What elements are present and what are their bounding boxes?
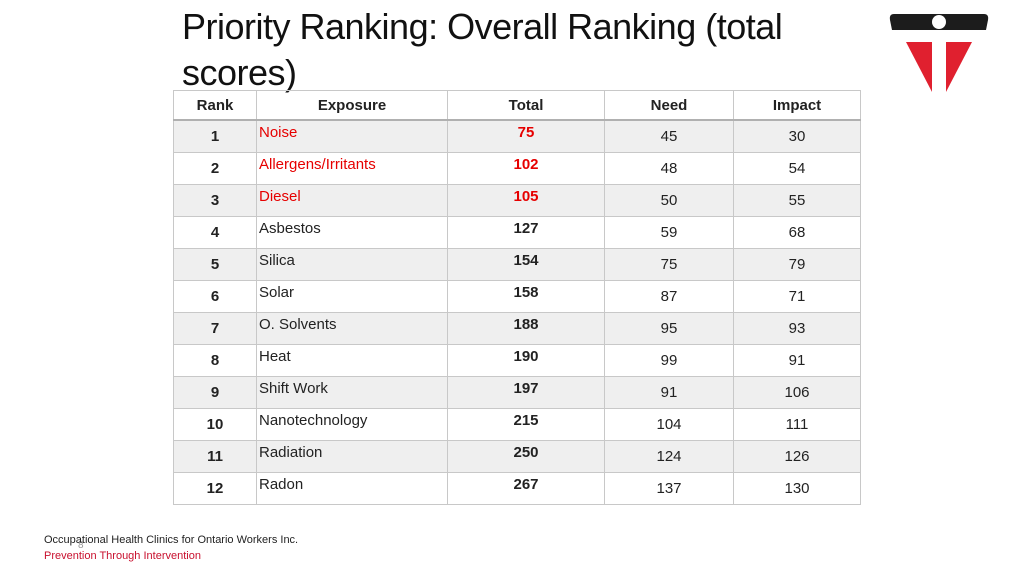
header-impact: Impact [733, 90, 861, 121]
cell-need: 87 [604, 280, 734, 313]
cell-exposure: O. Solvents [256, 312, 448, 345]
footer: Occupational Health Clinics for Ontario … [44, 532, 298, 564]
cell-rank: 6 [173, 280, 257, 313]
cell-total: 188 [447, 312, 605, 345]
cell-rank: 3 [173, 184, 257, 217]
page-number: 8 [78, 540, 84, 551]
cell-total: 127 [447, 216, 605, 249]
header-rank: Rank [173, 90, 257, 121]
cell-rank: 10 [173, 408, 257, 441]
cell-impact: 111 [733, 408, 861, 441]
table-row: 11 Radiation 250 124 126 [173, 440, 861, 473]
cell-rank: 9 [173, 376, 257, 409]
cell-total: 75 [447, 119, 605, 153]
cell-total: 267 [447, 472, 605, 505]
cell-exposure: Asbestos [256, 216, 448, 249]
cell-need: 124 [604, 440, 734, 473]
table-row: 3 Diesel 105 50 55 [173, 184, 861, 217]
cell-impact: 79 [733, 248, 861, 281]
table-row: 2 Allergens/Irritants 102 48 54 [173, 152, 861, 185]
table-row: 12 Radon 267 137 130 [173, 472, 861, 505]
cell-rank: 1 [173, 119, 257, 153]
table-row: 5 Silica 154 75 79 [173, 248, 861, 281]
footer-organization: Occupational Health Clinics for Ontario … [44, 534, 299, 546]
table-row: 9 Shift Work 197 91 106 [173, 376, 861, 409]
cell-rank: 12 [173, 472, 257, 505]
cell-exposure: Radon [256, 472, 448, 505]
cell-need: 48 [604, 152, 734, 185]
cell-exposure: Silica [256, 248, 448, 281]
cell-impact: 54 [733, 152, 861, 185]
cell-total: 102 [447, 152, 605, 185]
table-row: 10 Nanotechnology 215 104 111 [173, 408, 861, 441]
cell-total: 215 [447, 408, 605, 441]
ohcow-logo-icon [888, 12, 990, 94]
cell-need: 99 [604, 344, 734, 377]
cell-exposure: Nanotechnology [256, 408, 448, 441]
cell-impact: 126 [733, 440, 861, 473]
header-need: Need [604, 90, 734, 121]
table-row: 4 Asbestos 127 59 68 [173, 216, 861, 249]
cell-total: 190 [447, 344, 605, 377]
cell-total: 197 [447, 376, 605, 409]
cell-exposure: Allergens/Irritants [256, 152, 448, 185]
cell-total: 105 [447, 184, 605, 217]
cell-need: 75 [604, 248, 734, 281]
cell-need: 91 [604, 376, 734, 409]
cell-exposure: Noise [256, 119, 448, 153]
cell-impact: 71 [733, 280, 861, 313]
cell-rank: 8 [173, 344, 257, 377]
table-row: 1 Noise 75 45 30 [173, 119, 861, 153]
cell-exposure: Radiation [256, 440, 448, 473]
cell-rank: 11 [173, 440, 257, 473]
cell-total: 250 [447, 440, 605, 473]
cell-impact: 106 [733, 376, 861, 409]
cell-impact: 55 [733, 184, 861, 217]
cell-exposure: Solar [256, 280, 448, 313]
cell-impact: 30 [733, 119, 861, 153]
cell-total: 158 [447, 280, 605, 313]
priority-ranking-table: Rank Exposure Total Need Impact 1 Noise 75… [173, 90, 861, 505]
cell-rank: 4 [173, 216, 257, 249]
cell-impact: 93 [733, 312, 861, 345]
cell-need: 104 [604, 408, 734, 441]
page-title: Priority Ranking: Overall Ranking (total… [182, 6, 783, 93]
cell-need: 95 [604, 312, 734, 345]
cell-rank: 2 [173, 152, 257, 185]
cell-impact: 91 [733, 344, 861, 377]
table-header-row: Rank Exposure Total Need Impact [173, 90, 861, 121]
cell-need: 137 [604, 472, 734, 505]
header-exposure: Exposure [256, 90, 448, 121]
table-body: 1 Noise 75 45 30 2 Allergens/Irritants 102 48 54 3… [173, 119, 861, 505]
footer-tagline: Prevention Through Intervention [44, 550, 201, 562]
cell-need: 50 [604, 184, 734, 217]
table-row: 8 Heat 190 99 91 [173, 344, 861, 377]
table-row: 7 O. Solvents 188 95 93 [173, 312, 861, 345]
cell-impact: 68 [733, 216, 861, 249]
cell-rank: 5 [173, 248, 257, 281]
cell-exposure: Heat [256, 344, 448, 377]
header-total: Total [447, 90, 605, 121]
cell-need: 59 [604, 216, 734, 249]
cell-total: 154 [447, 248, 605, 281]
table-row: 6 Solar 158 87 71 [173, 280, 861, 313]
cell-exposure: Diesel [256, 184, 448, 217]
cell-need: 45 [604, 119, 734, 153]
cell-exposure: Shift Work [256, 376, 448, 409]
cell-impact: 130 [733, 472, 861, 505]
cell-rank: 7 [173, 312, 257, 345]
